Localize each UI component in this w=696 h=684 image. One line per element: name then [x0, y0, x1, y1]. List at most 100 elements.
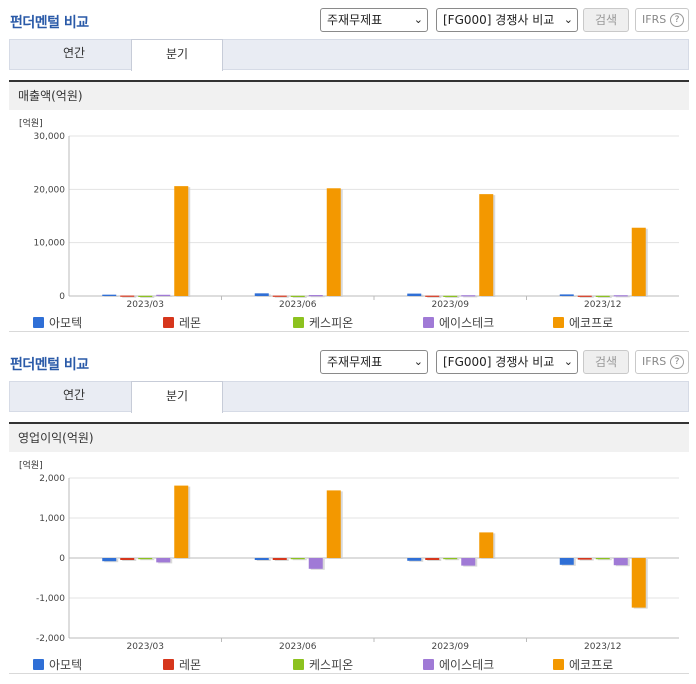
x-tick-label: 2023/12 [584, 300, 621, 310]
search-button[interactable]: 검색 [583, 8, 629, 32]
tab-quarterly[interactable]: 분기 [131, 39, 223, 71]
bar[interactable] [613, 558, 628, 566]
bar[interactable] [138, 295, 153, 297]
legend-item[interactable]: 에코프로 [553, 656, 613, 673]
bar[interactable] [326, 188, 341, 296]
bar-shadow [445, 296, 460, 298]
legend-item[interactable]: 아모텍 [33, 656, 82, 673]
ifrs-button[interactable]: IFRS ? [635, 350, 689, 374]
bar-shadow [158, 295, 173, 297]
help-icon[interactable]: ? [670, 13, 684, 27]
x-tick-label: 2023/12 [584, 642, 621, 652]
bar[interactable] [425, 558, 440, 560]
legend-label: 에코프로 [569, 316, 614, 330]
bar[interactable] [479, 532, 494, 558]
y-tick-label: 0 [59, 292, 65, 302]
statement-select-value: 주재무제표 [327, 355, 383, 369]
legend-item[interactable]: 아모텍 [33, 314, 82, 331]
ifrs-label: IFRS [642, 355, 667, 368]
bar[interactable] [272, 295, 287, 297]
bar[interactable] [290, 558, 305, 560]
statement-select[interactable]: 주재무제표 ⌄ [320, 8, 428, 32]
bar[interactable] [156, 558, 171, 563]
legend-swatch [33, 659, 44, 670]
bar[interactable] [559, 294, 574, 296]
bar-shadow [445, 559, 460, 561]
legend-item[interactable]: 레몬 [163, 314, 201, 331]
bar[interactable] [290, 295, 305, 297]
x-tick-label: 2023/09 [432, 642, 470, 652]
bar[interactable] [138, 558, 153, 560]
tab-quarterly[interactable]: 분기 [131, 381, 223, 413]
compare-select-value: [FG000] 경쟁사 비교 [443, 355, 555, 369]
bar-shadow [104, 295, 119, 297]
statement-select[interactable]: 주재무제표 ⌄ [320, 350, 428, 374]
bar[interactable] [595, 558, 610, 560]
bar[interactable] [613, 295, 628, 297]
bar[interactable] [577, 295, 592, 297]
bar[interactable] [102, 294, 117, 296]
y-tick-label: 30,000 [34, 132, 66, 142]
legend-item[interactable]: 케스피온 [293, 314, 353, 331]
x-tick-label: 2023/09 [432, 300, 470, 310]
legend-item[interactable]: 케스피온 [293, 656, 353, 673]
legend-label: 레몬 [179, 658, 202, 672]
bar[interactable] [559, 558, 574, 565]
bar-shadow [140, 559, 155, 561]
legend-swatch [33, 317, 44, 328]
bar[interactable] [461, 558, 476, 566]
bar[interactable] [326, 490, 341, 558]
bar[interactable] [174, 186, 189, 296]
legend-swatch [293, 317, 304, 328]
tab-annual[interactable]: 연간 [62, 46, 86, 60]
bar[interactable] [308, 295, 323, 297]
bar[interactable] [254, 558, 269, 560]
bar[interactable] [407, 293, 422, 296]
bar[interactable] [120, 295, 135, 297]
tab-annual[interactable]: 연간 [62, 388, 86, 402]
bar[interactable] [254, 293, 269, 296]
bar[interactable] [631, 558, 646, 608]
bar[interactable] [443, 295, 458, 297]
bar[interactable] [308, 558, 323, 569]
compare-select[interactable]: [FG000] 경쟁사 비교 ⌄ [436, 8, 578, 32]
bar[interactable] [443, 558, 458, 560]
legend-item[interactable]: 에코프로 [553, 314, 613, 331]
bar[interactable] [272, 558, 287, 560]
bar[interactable] [156, 294, 171, 296]
unit-label: [억원] [19, 459, 43, 471]
bar[interactable] [120, 558, 135, 560]
bar[interactable] [407, 558, 422, 561]
chevron-down-icon: ⌄ [413, 355, 423, 368]
bar-shadow [579, 559, 594, 561]
legend-item[interactable]: 에이스테크 [423, 314, 494, 331]
bar-shadow [292, 559, 307, 561]
bar[interactable] [461, 295, 476, 297]
panel-title: 펀더멘털 비교 [10, 15, 89, 31]
legend-label: 케스피온 [309, 316, 354, 330]
bar[interactable] [425, 295, 440, 297]
bar-shadow [463, 296, 478, 298]
bar-shadow [561, 295, 576, 297]
bar[interactable] [577, 558, 592, 560]
bar-shadow [310, 296, 325, 298]
bar[interactable] [479, 194, 494, 296]
legend-item[interactable]: 레몬 [163, 656, 201, 673]
chevron-down-icon: ⌄ [563, 13, 573, 26]
legend-swatch [553, 659, 564, 670]
legend-swatch [293, 659, 304, 670]
legend-item[interactable]: 에이스테크 [423, 656, 494, 673]
chart-legend: 아모텍 레몬 케스피온 에이스테크 에코프로 [9, 654, 689, 674]
panel-header: 펀더멘털 비교 주재무제표 ⌄ [FG000] 경쟁사 비교 ⌄ 검색 IFRS… [0, 344, 696, 380]
help-icon[interactable]: ? [670, 355, 684, 369]
ifrs-button[interactable]: IFRS ? [635, 8, 689, 32]
bar-shadow [615, 296, 630, 298]
fundamental-panel-revenue: 펀더멘털 비교 주재무제표 ⌄ [FG000] 경쟁사 비교 ⌄ 검색 IFRS… [9, 8, 689, 332]
bar[interactable] [595, 295, 610, 297]
bar[interactable] [102, 558, 117, 562]
compare-select[interactable]: [FG000] 경쟁사 비교 ⌄ [436, 350, 578, 374]
search-button[interactable]: 검색 [583, 350, 629, 374]
legend-swatch [163, 659, 174, 670]
bar[interactable] [174, 485, 189, 558]
bar[interactable] [631, 227, 646, 296]
